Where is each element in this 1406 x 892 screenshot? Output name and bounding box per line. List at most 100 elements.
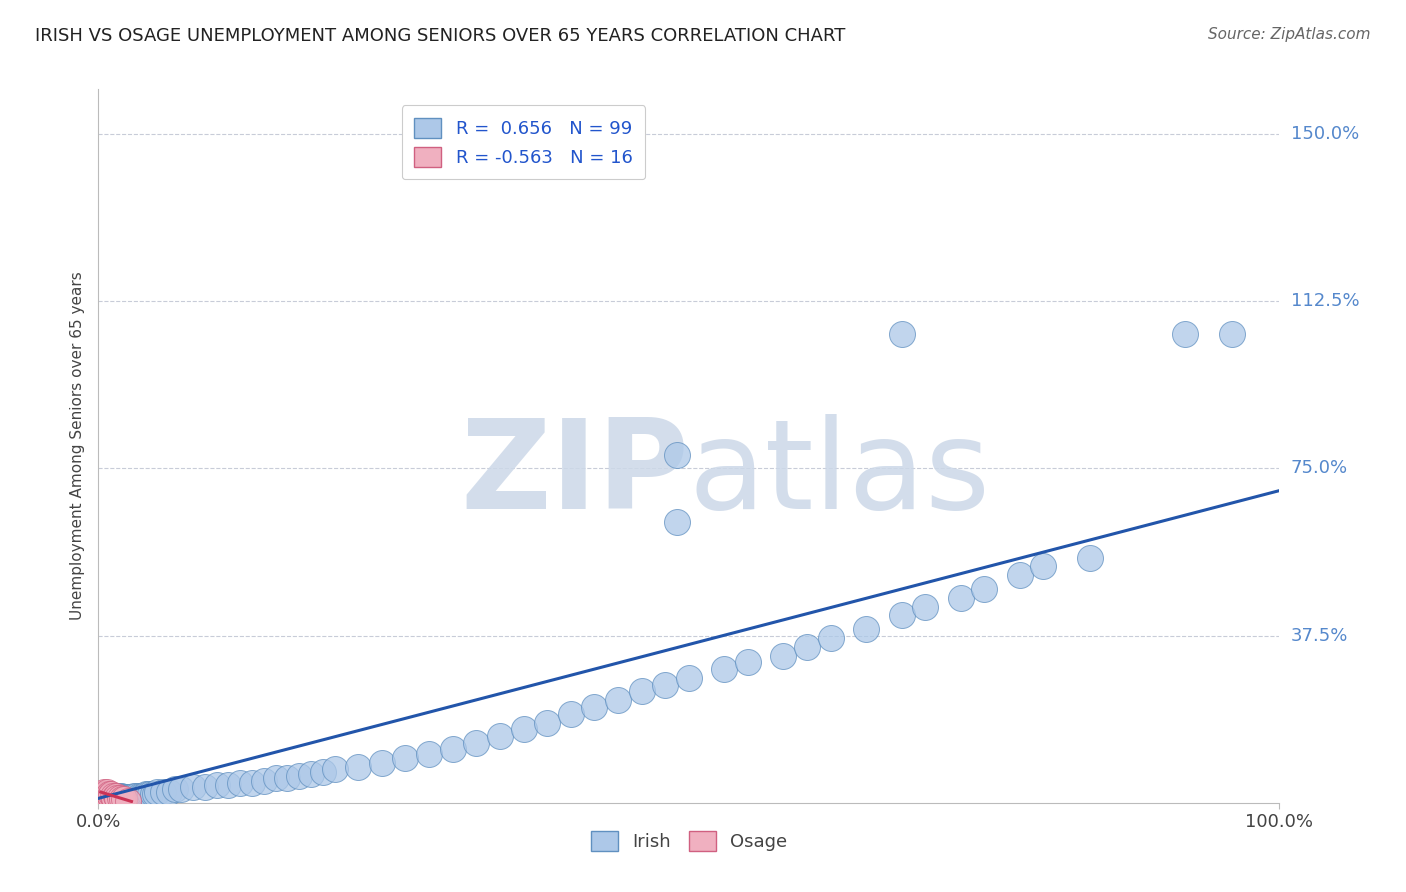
Point: [91, 787, 114, 801]
Point: [276, 771, 298, 786]
Point: [98, 791, 121, 805]
Point: [855, 622, 877, 636]
Point: [103, 791, 125, 805]
Point: [217, 778, 239, 792]
Point: [101, 791, 124, 805]
Text: atlas: atlas: [689, 414, 991, 535]
Point: [253, 773, 276, 788]
Point: [114, 790, 136, 805]
Point: [108, 791, 131, 805]
Point: [146, 785, 169, 799]
Text: 37.5%: 37.5%: [1291, 626, 1348, 645]
Point: [666, 448, 689, 462]
Point: [112, 790, 135, 805]
Point: [97, 789, 120, 804]
Point: [288, 769, 311, 783]
Point: [105, 791, 128, 805]
Point: [105, 791, 128, 805]
Point: [772, 648, 794, 663]
Point: [607, 693, 630, 707]
Point: [98, 789, 121, 804]
Point: [110, 791, 132, 805]
Point: [108, 791, 131, 805]
Point: [914, 599, 936, 614]
Point: [91, 791, 114, 805]
Point: [104, 789, 127, 804]
Text: 112.5%: 112.5%: [1291, 292, 1360, 310]
Point: [1008, 568, 1031, 582]
Point: [105, 789, 128, 804]
Point: [139, 787, 162, 801]
Point: [122, 789, 145, 804]
Point: [1032, 559, 1054, 574]
Legend: Irish, Osage: Irish, Osage: [583, 823, 794, 858]
Point: [97, 789, 120, 804]
Text: 150.0%: 150.0%: [1291, 125, 1358, 143]
Point: [666, 515, 689, 529]
Point: [536, 715, 558, 730]
Point: [152, 785, 174, 799]
Point: [678, 671, 700, 685]
Point: [1080, 550, 1102, 565]
Point: [1220, 327, 1243, 342]
Point: [129, 789, 152, 804]
Point: [107, 789, 129, 804]
Text: 75.0%: 75.0%: [1291, 459, 1348, 477]
Point: [737, 655, 759, 669]
Point: [973, 582, 995, 596]
Point: [157, 785, 180, 799]
Point: [465, 735, 488, 749]
Point: [105, 789, 128, 804]
Point: [100, 787, 122, 801]
Point: [103, 789, 125, 804]
Point: [371, 756, 394, 770]
Point: [101, 789, 124, 804]
Point: [132, 789, 155, 804]
Point: [107, 791, 129, 805]
Text: Source: ZipAtlas.com: Source: ZipAtlas.com: [1208, 27, 1371, 42]
Point: [165, 782, 187, 797]
Point: [125, 789, 148, 804]
Point: [949, 591, 972, 605]
Point: [96, 789, 118, 804]
Point: [93, 791, 115, 805]
Point: [98, 791, 121, 805]
Point: [98, 789, 121, 804]
Point: [97, 791, 120, 805]
Point: [98, 789, 121, 804]
Point: [118, 790, 141, 805]
Point: [111, 792, 134, 806]
Point: [121, 790, 143, 805]
Point: [441, 742, 464, 756]
Point: [890, 327, 912, 342]
Point: [654, 678, 676, 692]
Point: [205, 778, 228, 792]
Point: [104, 791, 127, 805]
Point: [560, 706, 582, 721]
Point: [135, 787, 157, 801]
Point: [181, 780, 204, 795]
Point: [112, 792, 135, 806]
Text: ZIP: ZIP: [460, 414, 689, 535]
Point: [100, 791, 122, 805]
Point: [347, 760, 370, 774]
Point: [142, 787, 165, 801]
Text: IRISH VS OSAGE UNEMPLOYMENT AMONG SENIORS OVER 65 YEARS CORRELATION CHART: IRISH VS OSAGE UNEMPLOYMENT AMONG SENIOR…: [35, 27, 845, 45]
Point: [713, 662, 735, 676]
Point: [115, 790, 138, 805]
Point: [820, 631, 842, 645]
Point: [101, 789, 124, 804]
Point: [111, 791, 134, 805]
Point: [489, 729, 512, 743]
Point: [143, 787, 166, 801]
Point: [890, 608, 912, 623]
Point: [100, 789, 122, 804]
Point: [170, 782, 193, 797]
Point: [128, 789, 150, 804]
Point: [229, 776, 252, 790]
Point: [136, 787, 159, 801]
Point: [796, 640, 818, 654]
Point: [105, 789, 128, 804]
Point: [105, 791, 128, 805]
Point: [240, 776, 263, 790]
